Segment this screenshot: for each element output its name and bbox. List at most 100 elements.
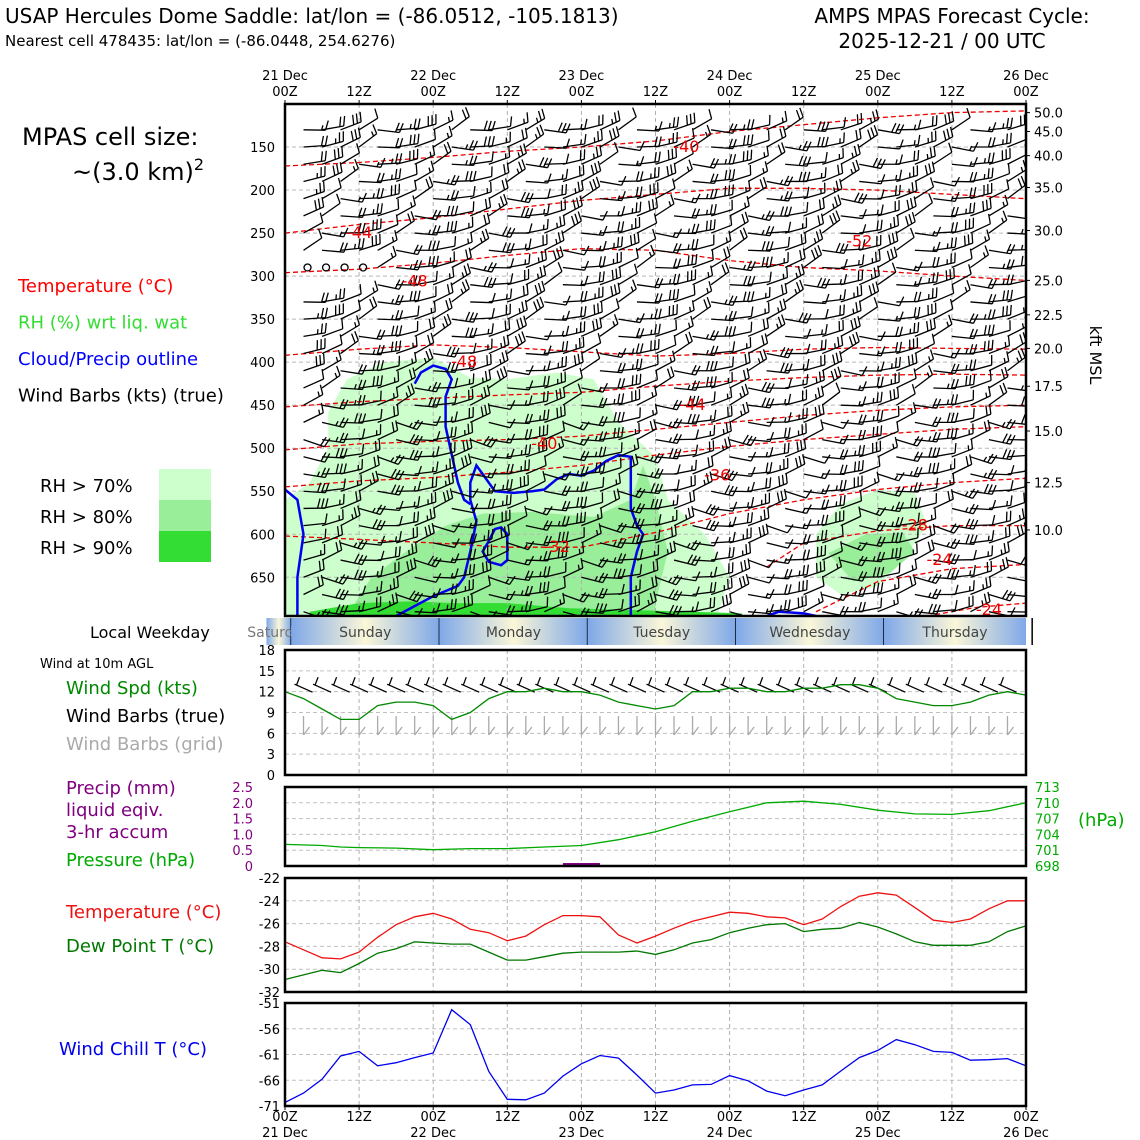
wind-barb-flag: [1006, 449, 1012, 460]
wind-barb-flag: [639, 201, 642, 212]
wind-barb-flag: [563, 577, 566, 588]
wind-barb-flag: [724, 262, 730, 273]
wind-barb-flag: [746, 260, 752, 271]
wind-barb-true-flag: [925, 676, 930, 686]
wind-barb-flag: [857, 259, 860, 266]
wind-barb-flag: [1010, 495, 1013, 506]
wind-barb-flag: [946, 399, 950, 405]
wind-barb-flag: [693, 284, 696, 295]
wind-barb-flag: [390, 252, 394, 258]
wind-barb-flag: [357, 238, 361, 249]
wind-barb-true: [294, 683, 313, 693]
wind-barb-shaft: [692, 118, 712, 131]
wind-barb-flag: [528, 428, 533, 439]
wind-barb-flag: [320, 436, 327, 446]
wind-barb-flag: [727, 578, 729, 589]
wind-barb-flag: [819, 561, 822, 572]
wind-barb-flag: [964, 507, 969, 513]
wind-barb-flag: [743, 559, 747, 571]
wind-barb-grid-flag: [784, 726, 792, 736]
wind-barb-flag: [562, 386, 566, 398]
wind-barb-shaft: [395, 330, 418, 337]
wind-barb-flag: [929, 177, 935, 188]
wind-barb-flag: [449, 458, 452, 469]
wind-barb-flag: [969, 328, 975, 339]
wind-barb-flag: [709, 571, 713, 577]
wind-barb-flag: [409, 433, 416, 444]
temperature-label: -40: [531, 434, 557, 453]
wind-barb-flag: [576, 486, 579, 492]
wind-barb-flag: [765, 225, 771, 236]
wind-barb-flag: [613, 398, 616, 405]
wind-barb-flag: [316, 329, 319, 335]
wind-barb-flag: [428, 396, 433, 407]
wind-barb-flag: [928, 193, 934, 203]
wind-barb-flag: [851, 152, 854, 158]
wind-barb-flag: [428, 176, 434, 187]
wind-barb-flag: [783, 347, 790, 358]
wind-barb-flag: [471, 422, 474, 433]
wind-barb-flag: [352, 114, 355, 125]
wind-barb-flag: [761, 381, 768, 392]
wind-barb-flag: [417, 480, 422, 492]
wind-barb-flag: [335, 604, 341, 614]
wind-barb-flag: [521, 301, 525, 312]
wind-barb-flag: [393, 406, 396, 417]
wind-barb-flag: [461, 109, 467, 120]
wind-barb-flag: [862, 239, 866, 250]
wind-barb-shaft: [488, 549, 509, 561]
wind-barb-flag: [896, 387, 900, 398]
cloud-outline: [285, 488, 305, 616]
wind-barb-true: [479, 683, 499, 693]
wind-barb-flag: [779, 300, 784, 311]
wind-barb-flag: [842, 419, 850, 429]
wind-barb-flag: [578, 337, 581, 349]
wind-barb-flag: [521, 129, 525, 140]
wind-barb-flag: [335, 356, 339, 362]
wind-barb-flag: [917, 261, 923, 272]
wind-barb-flag: [802, 549, 807, 560]
wind-barb-shaft: [544, 571, 566, 578]
wind-barb-flag: [732, 326, 737, 337]
wind-barb-flag: [390, 457, 395, 462]
wind-barb-flag: [506, 453, 510, 459]
wind-barb-shaft: [951, 417, 974, 424]
wind-barb-flag: [705, 376, 709, 387]
wind-barb-flag: [762, 176, 768, 187]
wind-barb-flag: [491, 529, 494, 540]
wind-barb-flag: [598, 245, 602, 251]
wind-barb-flag: [950, 206, 955, 217]
wind-barb-flag: [880, 425, 883, 436]
temperature-tick-label: -28: [259, 940, 280, 955]
wind-barb-flag: [638, 422, 641, 433]
precip-label: liquid eqiv.: [66, 800, 163, 821]
wind-barb-flag: [728, 185, 731, 196]
wind-barb-flag: [361, 222, 366, 233]
wind-tick-label: 18: [258, 644, 275, 659]
wind-barb-flag: [629, 235, 633, 246]
wind-barb-flag: [336, 193, 341, 204]
wind-barb-flag: [947, 112, 951, 123]
wind-barb-flag: [745, 544, 748, 555]
wind-barb-flag: [931, 288, 934, 299]
wind-barb-shaft: [581, 501, 603, 510]
temperature-label: -48: [402, 271, 428, 290]
wind-barb-true-flag: [759, 676, 764, 686]
wind-barb-flag: [676, 116, 680, 127]
wind-barb-flag: [1009, 592, 1016, 602]
wind-barb-grid-flag: [747, 726, 755, 736]
wind-barb-flag: [817, 136, 821, 147]
wind-barb-grid-flag: [358, 726, 366, 736]
wind-barb-shaft: [951, 399, 974, 406]
wind-barb-flag: [855, 159, 860, 170]
wind-barb-flag: [361, 570, 367, 581]
wind-barb-flag: [577, 353, 581, 364]
wind-barb-flag: [824, 167, 827, 178]
wind-barb-flag: [824, 324, 828, 335]
wind-barb-shaft: [395, 611, 417, 616]
wind-barb-shaft: [488, 404, 511, 411]
wind-barb-flag: [837, 336, 840, 347]
wind-barb-flag: [765, 462, 769, 473]
wind-barb-flag: [631, 375, 634, 386]
temperature-label: -52: [846, 232, 872, 251]
